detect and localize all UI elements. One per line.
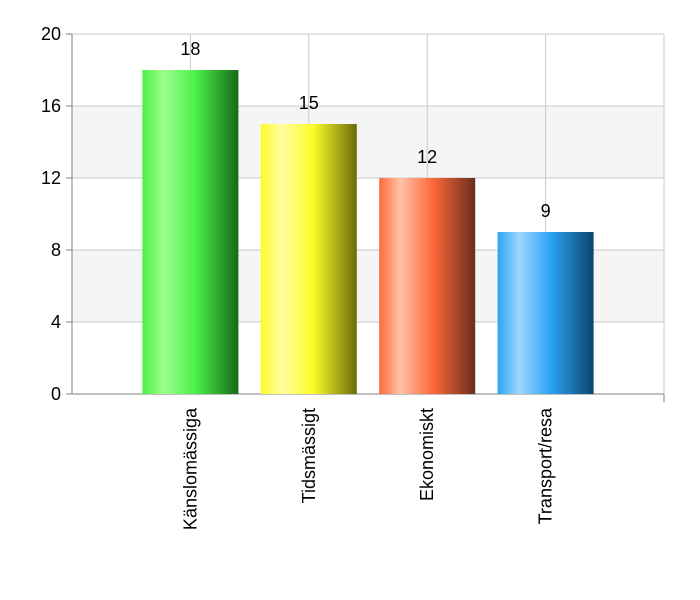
y-tick-label: 12 xyxy=(41,168,61,188)
data-label: 12 xyxy=(417,147,437,167)
y-tick-label: 20 xyxy=(41,24,61,44)
category-labels: Känslomässiga Tidsmässigt Ekonomiskt Transp… xyxy=(180,407,555,530)
category-label: Känslomässiga xyxy=(180,407,200,530)
y-axis-ticks: 0 4 8 12 16 20 xyxy=(41,24,72,404)
category-label: Ekonomiskt xyxy=(417,408,437,501)
category-label: Tidsmässigt xyxy=(299,408,319,503)
bar xyxy=(379,178,476,394)
bar xyxy=(497,232,594,394)
bars xyxy=(142,70,594,394)
y-tick-label: 16 xyxy=(41,96,61,116)
y-tick-label: 8 xyxy=(51,240,61,260)
y-tick-label: 0 xyxy=(51,384,61,404)
data-label: 15 xyxy=(299,93,319,113)
bar xyxy=(142,70,239,394)
data-label: 9 xyxy=(541,201,551,221)
data-labels: 18 15 12 9 xyxy=(180,39,550,221)
bar xyxy=(260,124,357,394)
data-label: 18 xyxy=(180,39,200,59)
y-tick-label: 4 xyxy=(51,312,61,332)
category-label: Transport/resa xyxy=(536,407,556,524)
